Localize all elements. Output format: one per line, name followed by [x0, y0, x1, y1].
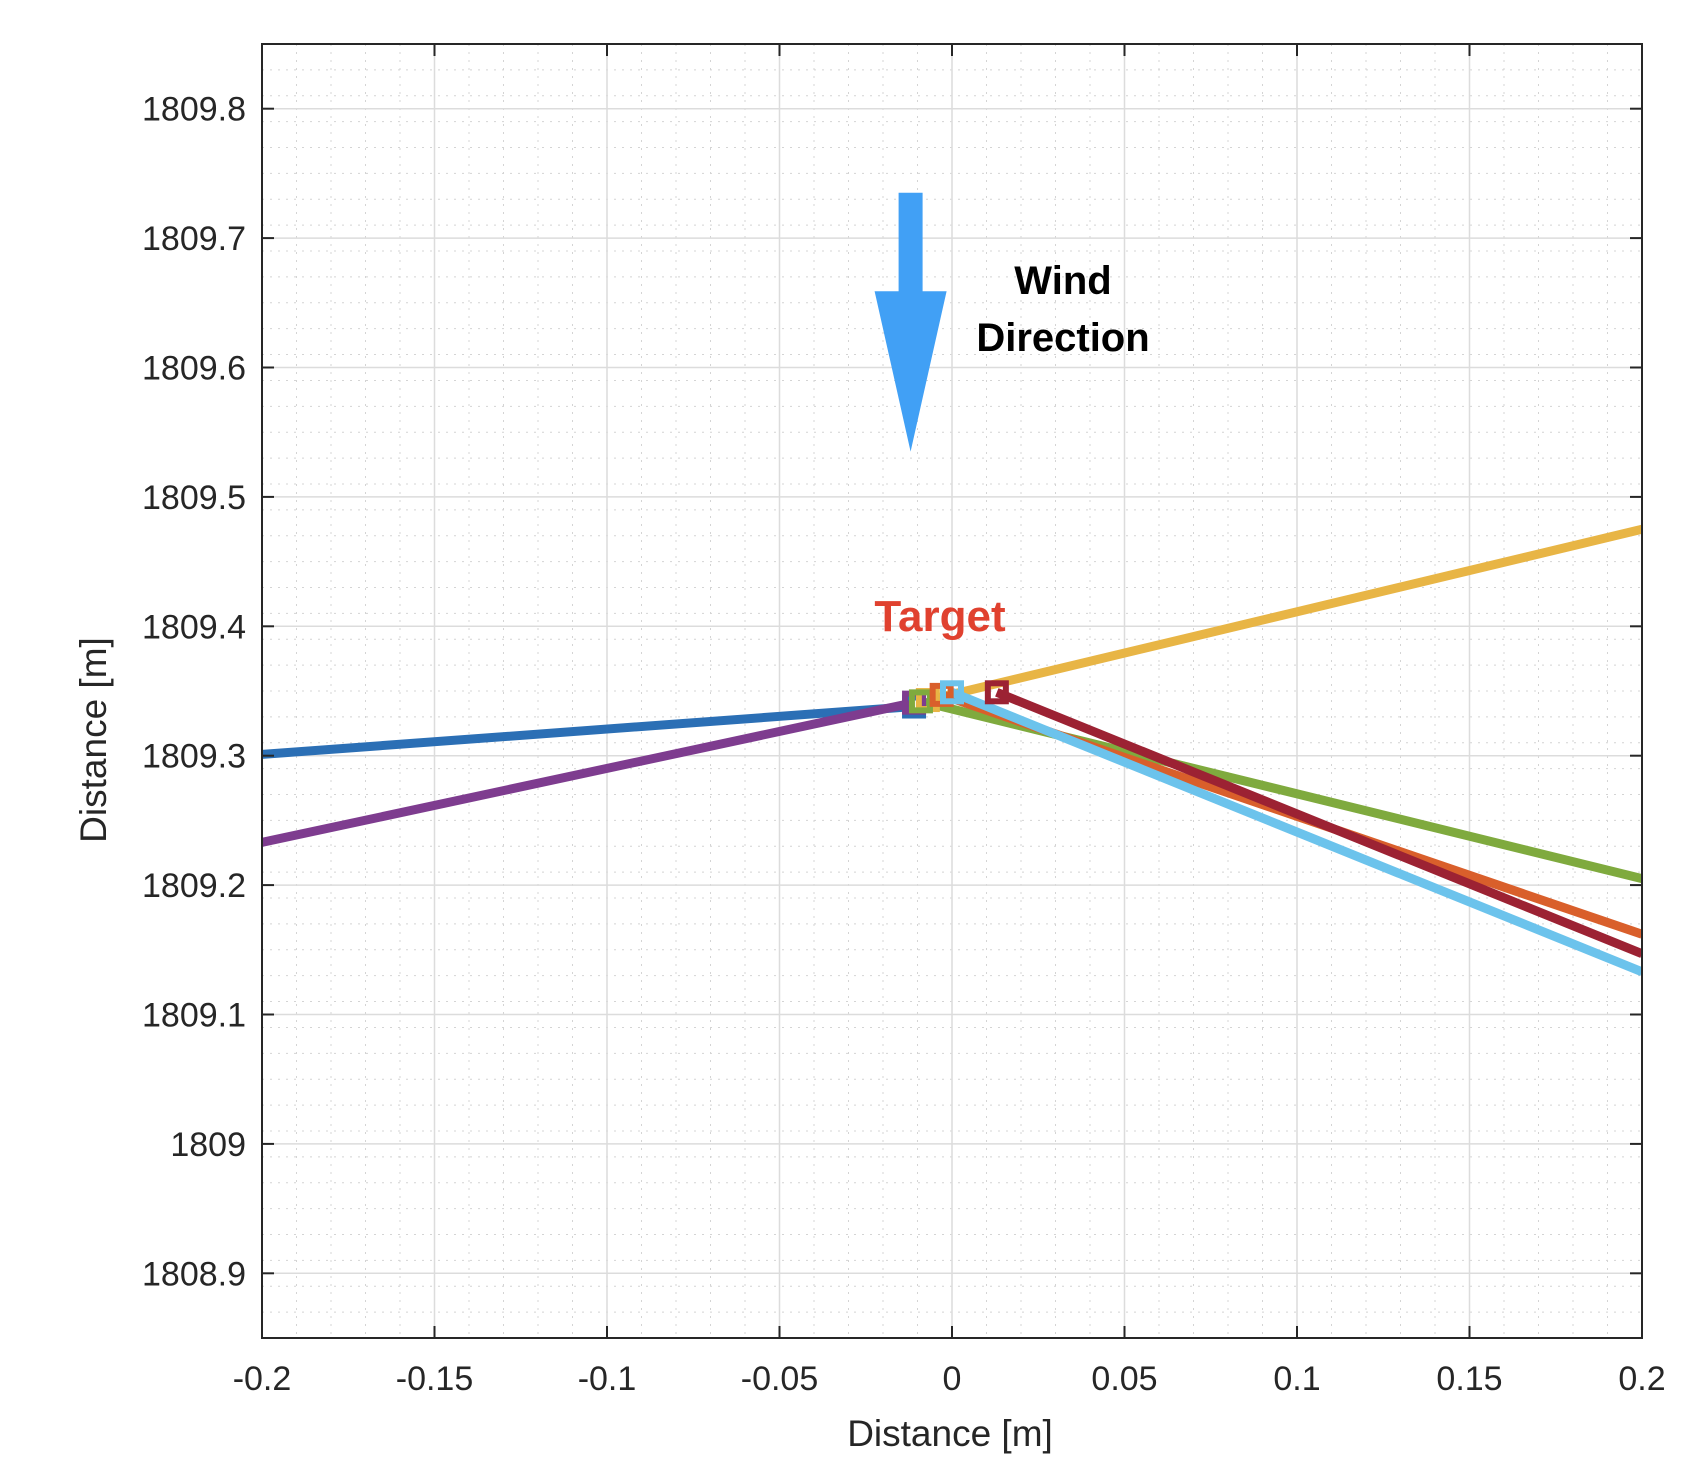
wind-direction-arrow-icon	[874, 192, 947, 452]
wind-label-line2: Direction	[976, 316, 1149, 360]
series-line-6	[950, 688, 1642, 976]
y-tick-label: 1809.6	[142, 350, 246, 388]
series-line-2	[262, 698, 915, 847]
x-tick-label: -0.05	[741, 1360, 819, 1398]
annotations: Wind Direction Target	[874, 192, 1150, 641]
series-marker-7	[984, 680, 1009, 705]
y-tick-label: 1808.9	[142, 1255, 246, 1293]
wind-label-line1: Wind	[1014, 259, 1111, 303]
y-axis-label: Distance [m]	[73, 637, 114, 843]
y-tick-label: 1809.1	[142, 997, 246, 1035]
x-tick-label: -0.1	[578, 1360, 637, 1398]
y-tick-label: 1809.8	[142, 91, 246, 129]
axes: -0.2 -0.15 -0.1 -0.05 0 0.05 0.1 0.15 0.2 1808.9 1…	[142, 43, 1666, 1398]
series-line-7	[995, 688, 1642, 958]
series-layer	[262, 524, 1642, 976]
x-tick-label: 0.15	[1436, 1360, 1502, 1398]
target-label: Target	[874, 592, 1006, 641]
series-marker-6	[940, 680, 964, 705]
series-line-1	[262, 702, 915, 759]
x-tick-label: 0	[943, 1360, 962, 1398]
x-tick-label: 0.05	[1091, 1360, 1157, 1398]
y-tick-label: 1809.5	[142, 479, 246, 517]
x-tick-label: -0.15	[396, 1360, 474, 1398]
y-tick-label: 1809.3	[142, 738, 246, 776]
x-axis-label: Distance [m]	[847, 1413, 1053, 1454]
y-tick-label: 1809.2	[142, 867, 246, 905]
y-tick-label: 1809.7	[142, 220, 246, 258]
x-tick-label: -0.2	[233, 1360, 292, 1398]
x-tick-label: 0.2	[1618, 1360, 1665, 1398]
series-group	[262, 524, 1642, 976]
y-tick-label: 1809.4	[142, 608, 246, 646]
y-tick-label: 1809	[170, 1126, 246, 1164]
x-tick-label: 0.1	[1273, 1360, 1320, 1398]
series-line-3	[926, 524, 1642, 705]
